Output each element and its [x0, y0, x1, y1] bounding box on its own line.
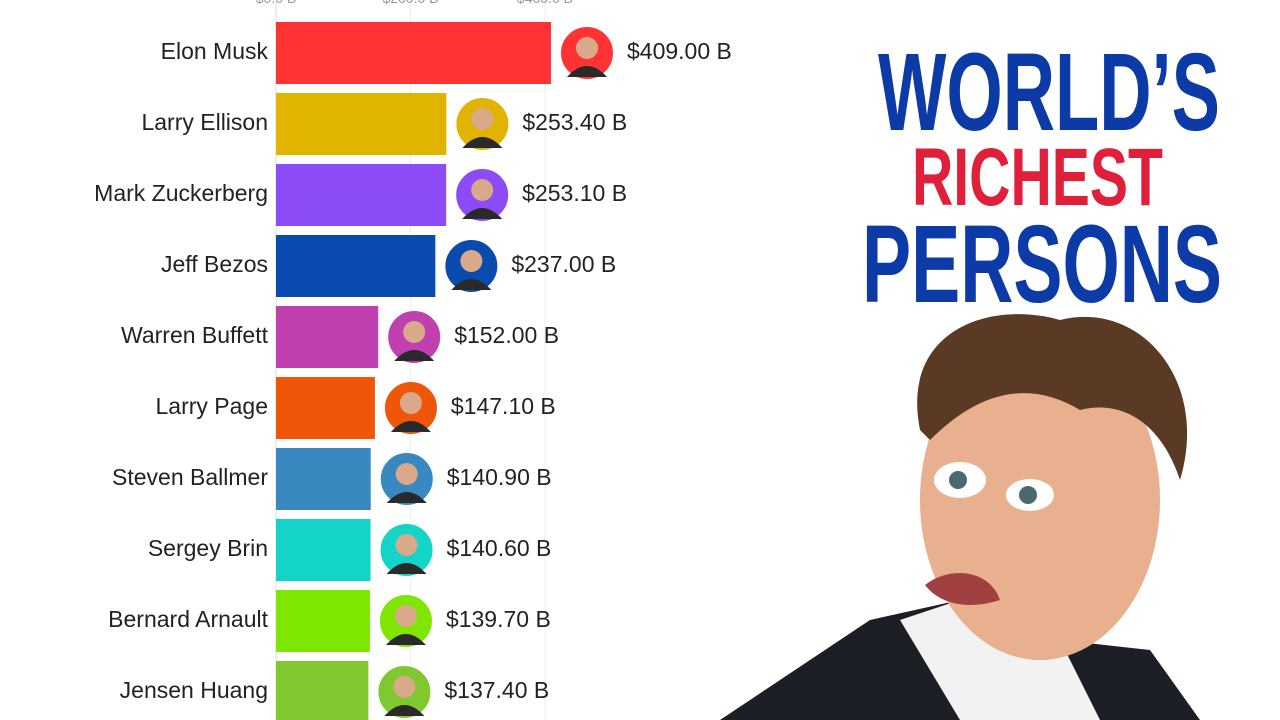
avatar-head — [394, 605, 417, 627]
avatar-body — [451, 279, 492, 290]
value-label: $409.00 B — [627, 38, 732, 64]
bar — [276, 590, 370, 652]
category-label: Jeff Bezos — [161, 251, 268, 277]
bar — [276, 306, 379, 368]
shirt — [900, 600, 1100, 720]
avatar-head — [460, 250, 483, 272]
avatar-head — [399, 392, 422, 414]
avatar-body — [567, 66, 607, 77]
bar — [276, 235, 436, 297]
bar — [276, 22, 551, 84]
bar — [276, 377, 375, 439]
x-tick-label: $400.0 B — [517, 0, 573, 6]
bar — [276, 93, 447, 155]
avatar-head — [403, 321, 426, 343]
avatar-body — [390, 421, 431, 432]
pupil — [949, 471, 967, 489]
value-label: $152.00 B — [454, 322, 559, 348]
avatar-head — [393, 676, 416, 698]
title-line: RICHEST — [912, 132, 1163, 223]
title-line: PERSONS — [862, 203, 1222, 326]
value-label: $147.10 B — [451, 393, 556, 419]
category-label: Steven Ballmer — [112, 464, 268, 490]
bar — [276, 519, 371, 581]
category-label: Mark Zuckerberg — [94, 180, 268, 206]
category-label: Larry Page — [155, 393, 268, 419]
avatar-head — [395, 463, 418, 485]
title: WORLD’S RICHEST PERSONS — [862, 31, 1222, 326]
mouth — [925, 573, 1000, 605]
pupil — [1019, 486, 1037, 504]
avatar-body — [462, 208, 503, 219]
avatar-head — [471, 108, 494, 130]
avatar-head — [471, 179, 494, 201]
avatar-head — [576, 37, 598, 59]
value-label: $253.40 B — [522, 109, 627, 135]
hair — [917, 314, 1188, 480]
portrait-illustration — [720, 314, 1200, 720]
category-label: Warren Buffett — [121, 322, 269, 348]
avatar-body — [386, 492, 427, 503]
avatar-body — [394, 350, 435, 361]
category-label: Larry Ellison — [141, 109, 268, 135]
avatar-body — [385, 634, 426, 645]
bar — [276, 164, 447, 226]
value-label: $237.00 B — [511, 251, 616, 277]
value-label: $137.40 B — [444, 677, 549, 703]
x-tick-label: $200.0 B — [382, 0, 438, 6]
bar — [276, 448, 371, 510]
value-label: $140.60 B — [447, 535, 552, 561]
value-label: $139.70 B — [446, 606, 551, 632]
value-label: $140.90 B — [447, 464, 552, 490]
category-label: Sergey Brin — [148, 535, 268, 561]
category-label: Bernard Arnault — [108, 606, 268, 632]
title-line: WORLD’S — [878, 31, 1220, 154]
avatar-body — [386, 563, 427, 574]
category-label: Jensen Huang — [120, 677, 268, 703]
avatar-head — [395, 534, 418, 556]
value-label: $253.10 B — [522, 180, 627, 206]
bar — [276, 661, 369, 720]
avatar-body — [462, 137, 503, 148]
avatar-body — [384, 705, 425, 716]
category-label: Elon Musk — [161, 38, 269, 64]
plot: $0.0 B$200.0 B$400.0 BElon Musk$409.00 B… — [94, 0, 732, 720]
